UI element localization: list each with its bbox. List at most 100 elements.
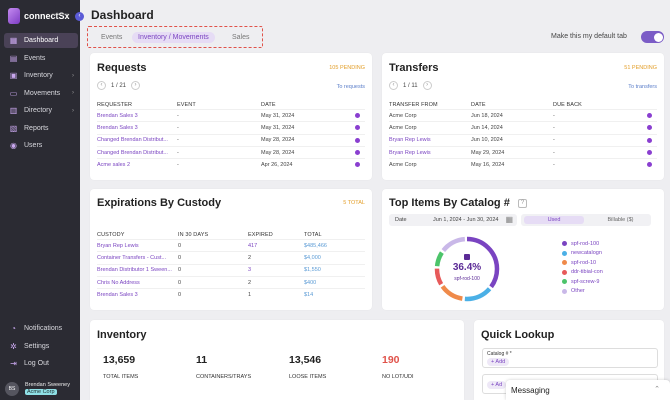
table-row[interactable]: Bryan Rep Lewis Jun 10, 2024 - — [389, 133, 657, 146]
table-row[interactable]: Acme sales 2 - Apr 26, 2024 — [97, 158, 365, 170]
view-icon[interactable] — [355, 150, 360, 156]
table-row[interactable]: Brendan Sales 3 0 1 $14 — [97, 288, 365, 300]
view-icon[interactable] — [647, 162, 652, 168]
custody-link[interactable]: Chris No Address — [97, 279, 140, 286]
legend-item[interactable]: Other — [562, 287, 603, 297]
date-range-picker[interactable]: Date Jun 1, 2024 - Jun 30, 2024 ▦ — [389, 214, 517, 226]
add-catalog-button[interactable]: + Add — [487, 358, 510, 366]
expired-link[interactable]: 417 — [248, 242, 258, 249]
table-row[interactable]: Changed Brendan Distribut... - May 28, 2… — [97, 145, 365, 158]
kpi-loose-items-label: LOOSE ITEMS — [289, 374, 327, 380]
prev-page-button[interactable]: ‹ — [97, 81, 106, 90]
table-row[interactable]: Chris No Address 0 2 $400 — [97, 275, 365, 288]
to-requests-link[interactable]: To requests — [336, 84, 365, 90]
table-row[interactable]: Acme Corp May 16, 2024 - — [389, 158, 657, 170]
total-link[interactable]: $1,550 — [304, 267, 321, 274]
default-tab-toggle[interactable] — [641, 31, 664, 43]
calendar-icon[interactable]: ▦ — [505, 215, 513, 224]
total-link[interactable]: $4,000 — [304, 254, 321, 261]
sidebar-item-users[interactable]: ◉ Users — [4, 138, 78, 153]
table-row[interactable]: Acme Corp Jun 14, 2024 - — [389, 121, 657, 133]
kpi-total-items-value: 13,659 — [103, 354, 136, 366]
catalog-input[interactable]: Catalog # * + Add — [482, 348, 658, 368]
requests-pending-badge: 105 PENDING — [329, 65, 365, 71]
collapse-sidebar-button[interactable]: ‹ — [75, 12, 84, 21]
legend-dot — [562, 269, 567, 275]
expired-link[interactable]: 3 — [248, 267, 252, 274]
custody-link[interactable]: Brendan Sales 3 — [97, 291, 138, 298]
legend-item[interactable]: spf-screw-9 — [562, 277, 603, 287]
date-cell: May 28, 2024 — [261, 137, 295, 144]
view-icon[interactable] — [647, 150, 652, 156]
sidebar-item-logout[interactable]: ⇥ Log Out — [4, 356, 78, 371]
add-lot-button[interactable]: + Ad — [487, 381, 507, 389]
view-icon[interactable] — [647, 137, 652, 143]
view-icon[interactable] — [355, 162, 360, 168]
sidebar-item-directory[interactable]: ▥ Directory › — [4, 103, 78, 118]
sidebar-item-label: Reports — [24, 124, 49, 132]
requester-link[interactable]: Brendan Sales 3 — [97, 112, 138, 119]
table-row[interactable]: Acme Corp Jun 18, 2024 - — [389, 109, 657, 121]
sidebar-item-movements[interactable]: ▭ Movements › — [4, 86, 78, 101]
help-icon[interactable]: ? — [518, 199, 527, 208]
view-icon[interactable] — [355, 125, 360, 131]
sidebar-item-reports[interactable]: ▧ Reports — [4, 121, 78, 136]
table-row[interactable]: Brendan Sales 3 - May 31, 2024 — [97, 109, 365, 121]
table-row[interactable]: Bryan Rep Lewis 0 417 $485,466 — [97, 239, 365, 251]
transfers-pending-badge: 51 PENDING — [624, 65, 657, 71]
custody-link[interactable]: Brendan Distributor 1 Sween... — [97, 267, 172, 274]
to-transfers-link[interactable]: To transfers — [628, 84, 657, 90]
messaging-panel[interactable]: Messaging ⌃ — [506, 380, 670, 400]
view-icon[interactable] — [647, 125, 652, 131]
sidebar-item-notifications[interactable]: ◔ Notifications — [4, 321, 78, 336]
requester-link[interactable]: Brendan Sales 3 — [97, 124, 138, 131]
custody-link[interactable]: Container Transfers - Cust... — [97, 254, 167, 261]
donut-slice-0[interactable] — [434, 236, 500, 302]
column-header: REQUESTER — [97, 101, 133, 108]
sidebar-item-events[interactable]: ▤ Events — [4, 51, 78, 66]
transfer-from-link[interactable]: Bryan Rep Lewis — [389, 137, 431, 144]
view-icon[interactable] — [355, 137, 360, 143]
tab-inventory-movements[interactable]: Inventory / Movements — [132, 32, 215, 43]
requester-link[interactable]: Acme sales 2 — [97, 161, 131, 168]
custody-link[interactable]: Bryan Rep Lewis — [97, 242, 139, 249]
next-page-button[interactable]: › — [131, 81, 141, 90]
view-icon[interactable] — [355, 113, 360, 119]
total-link[interactable]: $14 — [304, 291, 314, 298]
legend-item[interactable]: spf-rod-10 — [562, 258, 603, 268]
date-cell: May 16, 2024 — [471, 161, 505, 168]
tab-events[interactable]: Events — [101, 34, 123, 41]
donut-slice-3[interactable] — [434, 236, 500, 302]
transfer-from-link[interactable]: Bryan Rep Lewis — [389, 149, 431, 156]
segment-billable[interactable]: Billable ($) — [607, 217, 634, 223]
legend-item[interactable]: spf-rod-100 — [562, 239, 603, 249]
legend-item[interactable]: newcatalogn — [562, 249, 603, 259]
requester-link[interactable]: Changed Brendan Distribut... — [97, 149, 168, 156]
table-row[interactable]: Brendan Distributor 1 Sween... 0 3 $1,55… — [97, 263, 365, 276]
column-header: DATE — [261, 101, 276, 108]
sidebar-item-label: Dashboard — [24, 37, 59, 44]
sidebar-item-settings[interactable]: ✲ Settings — [4, 339, 78, 354]
table-row[interactable]: Container Transfers - Cust... 0 2 $4,000 — [97, 251, 365, 263]
table-row[interactable]: Changed Brendan Distribut... - May 28, 2… — [97, 133, 365, 146]
logo[interactable]: connectSx — [8, 8, 70, 24]
view-icon[interactable] — [647, 113, 652, 119]
table-row[interactable]: Brendan Sales 3 - May 31, 2024 — [97, 121, 365, 133]
legend-item[interactable]: ddr-tibial-con — [562, 268, 603, 278]
donut-slice-1[interactable] — [434, 236, 500, 302]
legend-label: newcatalogn — [571, 250, 602, 257]
total-link[interactable]: $485,466 — [304, 242, 327, 249]
segment-used[interactable]: Used — [524, 216, 584, 224]
sidebar-item-inventory[interactable]: ▣ Inventory › — [4, 68, 78, 83]
sidebar-item-dashboard[interactable]: ▦ Dashboard — [4, 33, 78, 48]
next-page-button[interactable]: › — [422, 81, 432, 90]
transfers-card: Transfers 51 PENDING ‹ 1 / 11 › To trans… — [382, 53, 664, 180]
total-link[interactable]: $400 — [304, 279, 317, 286]
kpi-containers-label: CONTAINERS/TRAYS — [196, 374, 252, 380]
requester-link[interactable]: Changed Brendan Distribut... — [97, 137, 168, 144]
tab-sales[interactable]: Sales — [232, 34, 250, 41]
table-row[interactable]: Bryan Rep Lewis May 29, 2024 - — [389, 145, 657, 158]
chevron-up-icon[interactable]: ⌃ — [654, 386, 660, 393]
prev-page-button[interactable]: ‹ — [389, 81, 398, 90]
user-profile[interactable]: BS Brendan Sweeney Acme Corp — [0, 377, 80, 400]
